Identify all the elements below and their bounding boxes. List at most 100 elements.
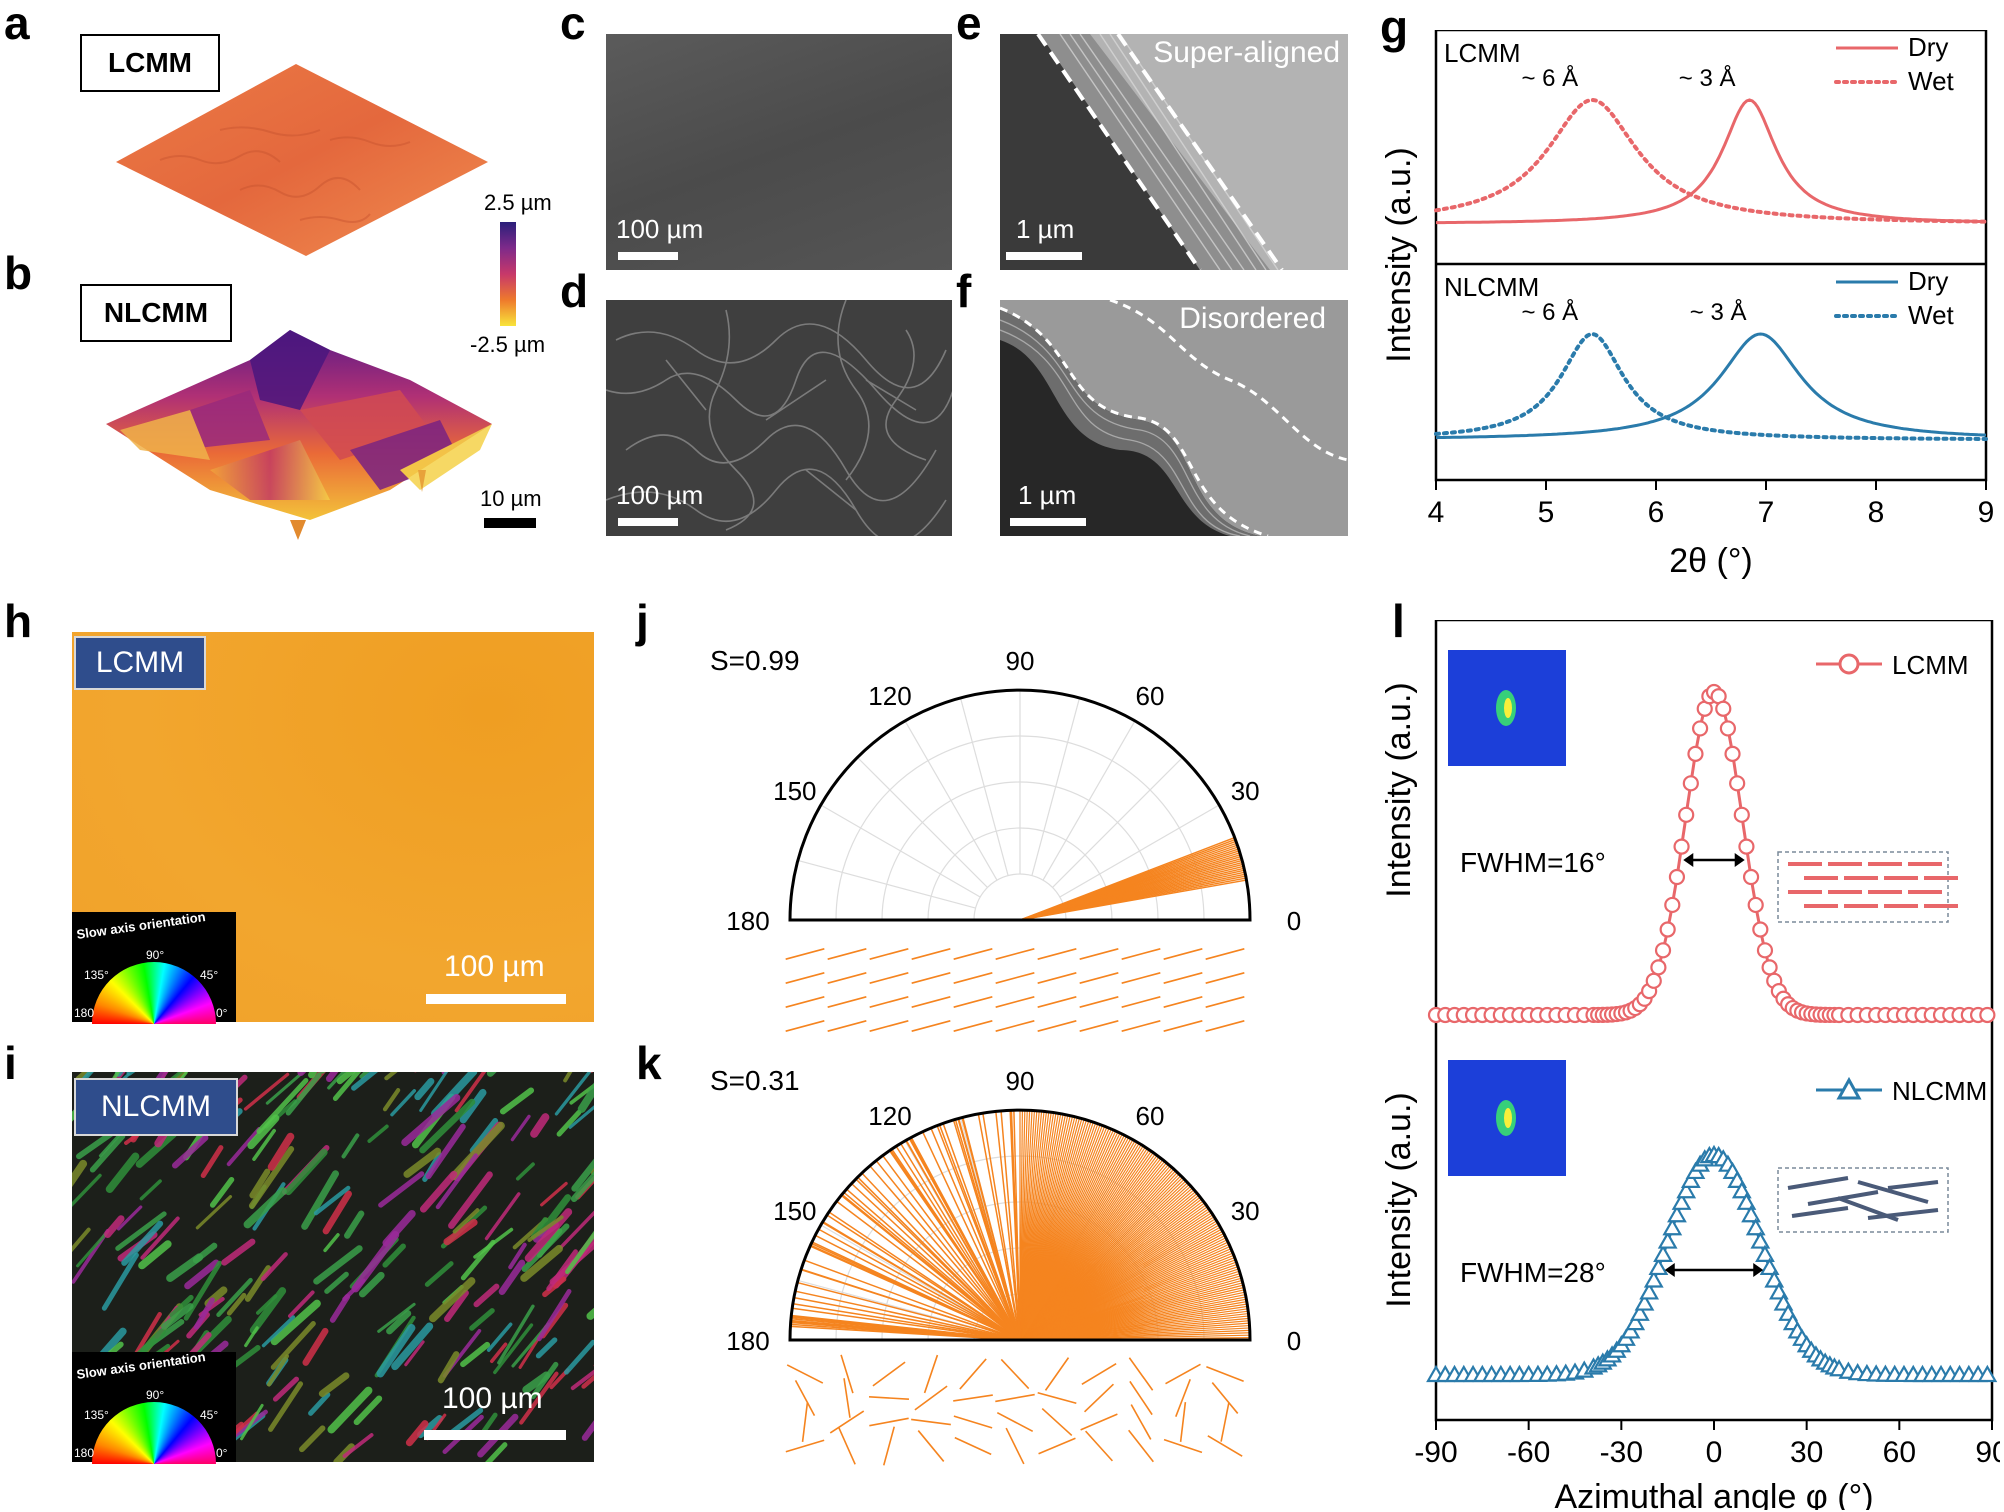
- azimuthal-marker: [1759, 1257, 1780, 1276]
- polarized-i-streak: [249, 1287, 287, 1335]
- polarized-i-streak: [169, 1294, 194, 1318]
- polarized-i-streak: [486, 1072, 497, 1077]
- polarized-i-streak: [76, 1232, 107, 1268]
- polarized-i-streak: [200, 1145, 224, 1179]
- polar-k-director-arrow: [911, 1418, 951, 1426]
- polar-k-orientation-line: [850, 1182, 1021, 1341]
- polar-j-angle-label: 90: [1006, 646, 1035, 676]
- polar-k-director-arrow: [995, 1393, 1035, 1403]
- polarized-i-streak: [367, 1124, 389, 1143]
- polar-k-orientation-line: [921, 1131, 1021, 1341]
- polar-j-angle-label: 150: [773, 776, 816, 806]
- polar-k-director-arrow: [1037, 1392, 1077, 1404]
- polar-k-angle-label: 60: [1136, 1101, 1165, 1131]
- xrd-series-line: [1434, 331, 1988, 441]
- azimuthal-marker: [1745, 1218, 1766, 1236]
- polar-k-director-arrow: [1044, 1357, 1070, 1391]
- wheel-i-tick-90: 90°: [146, 1388, 165, 1402]
- polar-j-director-arrow: [1205, 1020, 1245, 1032]
- polar-j-director-arrow: [1205, 996, 1245, 1008]
- polarized-i-streak: [581, 1374, 594, 1389]
- polarized-i-streak: [244, 1265, 272, 1302]
- polar-plot-j: S=0.99 180 150 120 90 60 30 0: [710, 645, 1301, 1032]
- azimuthal-xtick-label: -30: [1600, 1436, 1643, 1469]
- polarized-i-streak: [473, 1283, 500, 1308]
- xrd-xtick-label: 9: [1978, 496, 1995, 529]
- azimuthal-xtick-label: 90: [1975, 1436, 2000, 1469]
- polarized-i-streak: [313, 1185, 351, 1216]
- polarized-h-scale-bar: [426, 994, 566, 1004]
- polar-k-orientation-line: [905, 1139, 1021, 1341]
- polar-j-grid-spoke: [1031, 697, 1081, 876]
- polar-k-orientation-line: [797, 1281, 1021, 1341]
- polarized-i-streak: [469, 1308, 495, 1331]
- polarized-i-streak: [568, 1105, 594, 1129]
- azimuthal-marker: [1662, 1218, 1683, 1236]
- wheel-h-tick-90: 90°: [146, 948, 165, 962]
- polarized-i-streak: [530, 1113, 550, 1138]
- xrd-subplot-title: LCMM: [1444, 38, 1521, 68]
- xrd-annotation: ~ 3 Å: [1690, 298, 1747, 326]
- azimuthal-marker: [1729, 775, 1746, 792]
- polarized-label-lcmm: LCMM: [74, 636, 206, 690]
- polar-k-director-arrow: [917, 1430, 945, 1462]
- polarized-i-streak: [351, 1072, 378, 1091]
- orientation-wheel-i: Slow axis orientation 180 135° 90° 45° 0…: [72, 1349, 236, 1464]
- sem-c-scale-label: 100 µm: [616, 214, 704, 244]
- polarized-i-streak: [105, 1152, 140, 1194]
- polar-j-angle-label: 30: [1231, 776, 1260, 806]
- azimuthal-marker: [1671, 1192, 1692, 1210]
- polar-j-director-arrow: [1121, 1020, 1161, 1032]
- panel-letter-l: l: [1392, 595, 1405, 647]
- sem-e-scale-bar: [1006, 252, 1082, 260]
- panel-letter-h: h: [4, 595, 33, 647]
- polar-j-grid-spoke: [1052, 756, 1184, 888]
- polarized-i-streak: [384, 1072, 398, 1081]
- polar-j-director-arrow: [995, 972, 1035, 984]
- polarized-i-streak: [460, 1341, 491, 1368]
- afm-scale-label: 10 µm: [480, 486, 542, 511]
- polar-k-director-arrow: [1207, 1435, 1243, 1457]
- azimuthal-marker: [1678, 806, 1695, 823]
- azimuthal-marker: [1715, 700, 1732, 717]
- azimuthal-legend-label: LCMM: [1892, 650, 1969, 680]
- polar-k-orientation-line: [957, 1118, 1021, 1341]
- polar-j-director-arrow: [869, 948, 909, 960]
- azimuthal-schematic-sheet: [1787, 1176, 1849, 1190]
- polarized-i-streak: [386, 1310, 412, 1335]
- polar-k-angle-label: 120: [868, 1101, 911, 1131]
- azimuthal-marker: [1977, 1364, 1998, 1383]
- polarized-i-streak: [261, 1315, 296, 1348]
- polar-k-director-arrow: [1005, 1427, 1025, 1465]
- polarized-i-streak: [132, 1311, 162, 1359]
- polarized-i-scale-label: 100 µm: [442, 1382, 543, 1415]
- azimuthal-marker: [1756, 942, 1774, 959]
- panel-letter-d: d: [560, 265, 589, 317]
- polar-j-grid-spoke: [1042, 720, 1136, 881]
- polar-j-director-arrow: [911, 1020, 951, 1032]
- polar-k-orientation-line: [800, 1268, 1021, 1341]
- polarized-i-streak: [493, 1323, 534, 1375]
- polar-j-director-arrow: [1079, 996, 1119, 1008]
- polarized-i-streak: [452, 1208, 480, 1234]
- polarized-i-streak: [435, 1153, 478, 1210]
- polarized-i-streak: [344, 1210, 365, 1239]
- polar-j-director-arrow: [1121, 948, 1161, 960]
- polarized-i-streak: [519, 1371, 559, 1425]
- azimuthal-marker: [1741, 1205, 1761, 1223]
- azimuthal-marker: [1692, 720, 1709, 737]
- polar-k-angle-label: 30: [1231, 1196, 1260, 1226]
- polarized-i-streak: [376, 1323, 416, 1378]
- polar-k-director-arrow: [1085, 1430, 1113, 1462]
- xrd-xtick-label: 4: [1428, 496, 1445, 529]
- polar-k-orientation-line: [828, 1211, 1021, 1341]
- xrd-xtick-label: 5: [1538, 496, 1555, 529]
- polarized-i-streak: [327, 1072, 346, 1090]
- azimuthal-marker: [1733, 806, 1750, 823]
- sem-f-title: Disordered: [1179, 302, 1326, 335]
- polarized-i-streak: [327, 1386, 373, 1434]
- polarized-i-streak: [256, 1294, 278, 1315]
- polarized-i-streak: [270, 1321, 316, 1370]
- polar-k-orientation-line: [910, 1136, 1021, 1341]
- polarized-i-streak: [322, 1190, 352, 1235]
